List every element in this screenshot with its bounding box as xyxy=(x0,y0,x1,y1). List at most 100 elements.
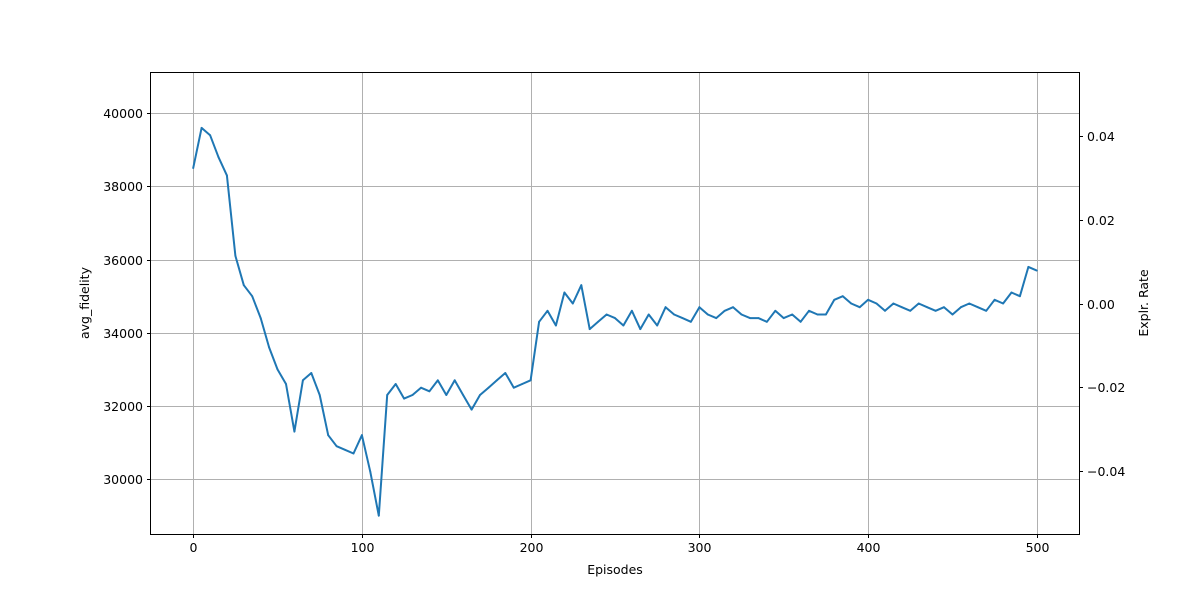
data-point xyxy=(546,309,549,312)
y-tick-label: 40000 xyxy=(103,106,143,121)
data-point xyxy=(1027,266,1030,268)
data-point xyxy=(766,320,768,323)
data-point xyxy=(436,379,439,382)
data-point xyxy=(251,295,254,298)
data-point xyxy=(276,368,279,371)
data-point xyxy=(512,386,515,389)
y-tick-label: 34000 xyxy=(103,326,143,341)
y2-tick-label: 0.02 xyxy=(1087,213,1115,228)
x-tick-label: 400 xyxy=(857,540,881,555)
data-point xyxy=(335,445,338,448)
data-point xyxy=(926,306,928,309)
data-point xyxy=(200,127,203,129)
data-point xyxy=(808,309,810,312)
data-point xyxy=(782,317,785,319)
data-point xyxy=(605,313,608,316)
series-line-layer xyxy=(192,126,1038,517)
data-point xyxy=(487,386,490,389)
data-point xyxy=(664,306,667,309)
data-point xyxy=(268,346,270,349)
data-point xyxy=(833,298,836,301)
data-point xyxy=(538,320,540,323)
data-point xyxy=(622,324,625,327)
data-point xyxy=(428,390,431,393)
data-point xyxy=(850,302,853,305)
data-point xyxy=(571,302,574,305)
data-point xyxy=(749,317,751,319)
data-point xyxy=(209,134,212,137)
data-point xyxy=(698,306,701,309)
data-point xyxy=(242,284,245,287)
data-point xyxy=(656,324,659,327)
data-point xyxy=(631,309,633,312)
data-point xyxy=(960,306,962,309)
data-point xyxy=(470,408,473,411)
data-point xyxy=(740,313,743,316)
data-point xyxy=(681,317,684,319)
data-point xyxy=(563,291,566,294)
data-point xyxy=(344,448,346,451)
data-point xyxy=(479,394,481,396)
data-point xyxy=(217,156,220,159)
data-point xyxy=(934,309,937,312)
data-point xyxy=(361,434,363,437)
data-point xyxy=(900,306,903,309)
y-axis-label: avg_fidelity xyxy=(77,266,92,339)
plot-frame xyxy=(150,72,1080,535)
data-point xyxy=(597,320,599,323)
data-point xyxy=(453,379,456,382)
data-point xyxy=(976,306,979,309)
data-point xyxy=(791,313,794,316)
data-point xyxy=(504,372,507,374)
y2-tick-label: −0.04 xyxy=(1087,464,1125,479)
data-point xyxy=(411,394,414,396)
data-point xyxy=(723,309,726,312)
data-point xyxy=(259,317,262,319)
data-point xyxy=(825,313,827,316)
data-point xyxy=(732,306,734,309)
data-point xyxy=(226,174,228,177)
data-point xyxy=(757,317,760,319)
data-point xyxy=(1035,269,1038,272)
y-tick-label: 30000 xyxy=(103,472,143,487)
data-point xyxy=(884,309,886,312)
data-point xyxy=(774,309,777,312)
data-point xyxy=(1010,291,1013,294)
data-point xyxy=(647,313,650,316)
x-tick-label: 500 xyxy=(1026,540,1050,555)
data-point xyxy=(816,313,819,316)
data-point xyxy=(706,313,709,316)
data-point xyxy=(867,298,869,301)
data-point xyxy=(310,372,313,374)
data-point xyxy=(302,379,304,382)
data-point xyxy=(917,302,920,305)
data-point xyxy=(403,397,405,400)
data-point xyxy=(377,514,380,517)
y2-tick-label: −0.02 xyxy=(1087,380,1125,395)
data-point xyxy=(394,383,397,385)
data-point xyxy=(327,434,330,437)
data-point xyxy=(192,167,195,170)
data-point xyxy=(673,313,675,316)
y2-tick-label: 0.04 xyxy=(1087,129,1115,144)
data-point xyxy=(588,328,591,330)
data-point xyxy=(420,386,422,389)
data-point xyxy=(943,306,945,309)
secondary-y-axis-label: Explr. Rate xyxy=(1136,269,1151,337)
data-point xyxy=(445,394,448,396)
data-point xyxy=(529,379,532,382)
data-point xyxy=(521,383,524,385)
grid-lines xyxy=(151,73,1079,534)
data-point xyxy=(968,302,971,305)
data-point xyxy=(293,430,296,433)
data-point xyxy=(799,320,802,323)
data-point xyxy=(892,302,895,305)
data-point xyxy=(496,379,498,382)
x-tick-label: 0 xyxy=(190,540,198,555)
data-point xyxy=(875,302,878,305)
data-point xyxy=(462,394,464,396)
x-tick-label: 100 xyxy=(351,540,375,555)
data-point xyxy=(690,320,692,323)
x-tick-label: 200 xyxy=(520,540,544,555)
